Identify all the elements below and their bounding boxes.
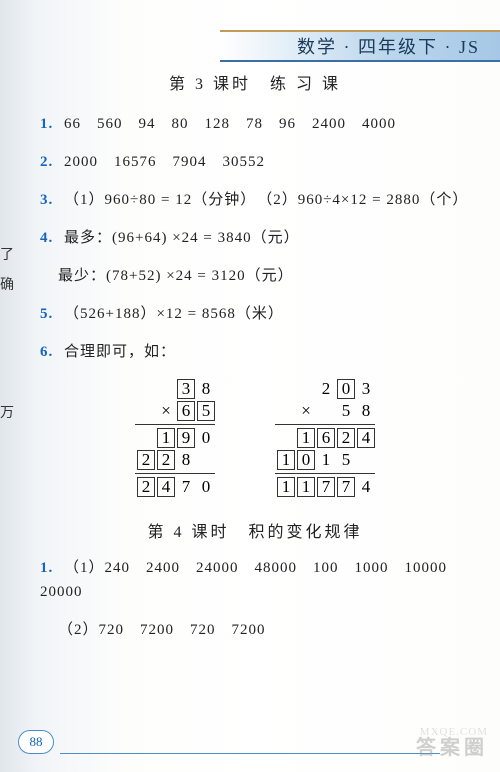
- mult-cell: 8: [177, 450, 195, 470]
- mult-cell: 4: [357, 477, 375, 497]
- q5-line: 5. （526+188）×12 = 8568（米）: [40, 302, 480, 326]
- q2-num: 2.: [40, 154, 53, 170]
- mult-cell: 1: [277, 450, 295, 470]
- s4q1-line-2: （2）720 7200 720 7200: [58, 618, 480, 642]
- q6-num: 6.: [40, 344, 53, 360]
- mult-cell: 0: [197, 477, 215, 497]
- mult-cell: 8: [197, 379, 215, 399]
- mult-cell: ×: [297, 401, 315, 421]
- mult-cell: [357, 450, 375, 470]
- q1-text: 66 560 94 80 128 78 96 2400 4000: [64, 116, 396, 132]
- mult-cell: 9: [177, 428, 195, 448]
- q2-line: 2. 2000 16576 7904 30552: [40, 150, 480, 174]
- cutoff-text-2: 确: [0, 274, 28, 294]
- s4q1-line: 1. （1）240 2400 24000 48000 100 1000 1000…: [40, 556, 480, 604]
- footer-line: [60, 753, 440, 754]
- cutoff-text-3: 万: [0, 402, 28, 422]
- mult-cell: 0: [337, 379, 355, 399]
- mult-col-1: 38×651902282470: [135, 378, 215, 498]
- mult-cell: 1: [297, 477, 315, 497]
- mult-cell: ×: [157, 401, 175, 421]
- mult-cell: 4: [157, 477, 175, 497]
- mult-cell: 0: [197, 428, 215, 448]
- section-4-title: 第 4 课时 积的变化规律: [30, 518, 480, 542]
- mult-cell: 8: [357, 401, 375, 421]
- mult-cell: 7: [337, 477, 355, 497]
- mult-hline: [135, 424, 215, 425]
- mult-cell: 1: [297, 428, 315, 448]
- mult-cell: 1: [157, 428, 175, 448]
- mult-cell: [197, 450, 215, 470]
- q4-text: 最多：(96+64) ×24 = 3840（元）: [64, 230, 300, 246]
- mult-cell: 2: [137, 477, 155, 497]
- cutoff-text-1: 了: [0, 244, 28, 264]
- mult-cell: 1: [277, 477, 295, 497]
- page: 数学 · 四年级下 · JS 了 确 万 第 3 课时 练 习 课 1. 66 …: [0, 0, 500, 772]
- mult-cell: 2: [317, 379, 335, 399]
- mult-cell: 2: [337, 428, 355, 448]
- section-3-title: 第 3 课时 练 习 课: [30, 70, 480, 94]
- mult-cell: 7: [317, 477, 335, 497]
- mult-cell: 6: [317, 428, 335, 448]
- q1-line: 1. 66 560 94 80 128 78 96 2400 4000: [40, 112, 480, 136]
- mult-col-2: 203×581624101511774: [275, 378, 375, 498]
- s4q1-text: （1）240 2400 24000 48000 100 1000 10000 2…: [40, 560, 463, 600]
- q6-text: 合理即可，如：: [64, 344, 176, 360]
- q1-num: 1.: [40, 116, 53, 132]
- mult-hline: [275, 424, 375, 425]
- header-band: 数学 · 四年级下 · JS: [220, 30, 500, 62]
- multiplication-work: 38×651902282470 203×581624101511774: [30, 378, 480, 498]
- mult-cell: 7: [177, 477, 195, 497]
- mult-cell: 2: [137, 450, 155, 470]
- s4q1-num: 1.: [40, 560, 53, 576]
- mult-cell: 6: [177, 401, 195, 421]
- q6-line: 6. 合理即可，如：: [40, 340, 480, 364]
- mult-cell: 2: [157, 450, 175, 470]
- page-number: 88: [18, 730, 54, 754]
- mult-cell: [157, 379, 175, 399]
- header-text: 数学 · 四年级下 · JS: [297, 33, 480, 59]
- watermark-text: 答案圈: [416, 731, 488, 760]
- q4-num: 4.: [40, 230, 53, 246]
- mult-cell: 1: [317, 450, 335, 470]
- q5-num: 5.: [40, 306, 53, 322]
- q3-line: 3. （1）960÷80 = 12（分钟） （2）960÷4×12 = 2880…: [40, 188, 480, 212]
- mult-cell: 3: [357, 379, 375, 399]
- mult-cell: 5: [337, 401, 355, 421]
- mult-cell: 0: [297, 450, 315, 470]
- mult-cell: 5: [197, 401, 215, 421]
- q4-line: 4. 最多：(96+64) ×24 = 3840（元）: [40, 226, 480, 250]
- mult-cell: 5: [337, 450, 355, 470]
- mult-hline: [135, 473, 215, 474]
- mult-cell: 4: [357, 428, 375, 448]
- mult-cell: 3: [177, 379, 195, 399]
- q5-text: （526+188）×12 = 8568（米）: [64, 306, 284, 322]
- mult-hline: [275, 473, 375, 474]
- mult-cell: [297, 379, 315, 399]
- mult-cell: [317, 401, 335, 421]
- q4-line-2: 最少：(78+52) ×24 = 3120（元）: [58, 264, 480, 288]
- q3-num: 3.: [40, 192, 53, 208]
- q3-text: （1）960÷80 = 12（分钟） （2）960÷4×12 = 2880（个）: [64, 192, 468, 208]
- q2-text: 2000 16576 7904 30552: [64, 154, 265, 170]
